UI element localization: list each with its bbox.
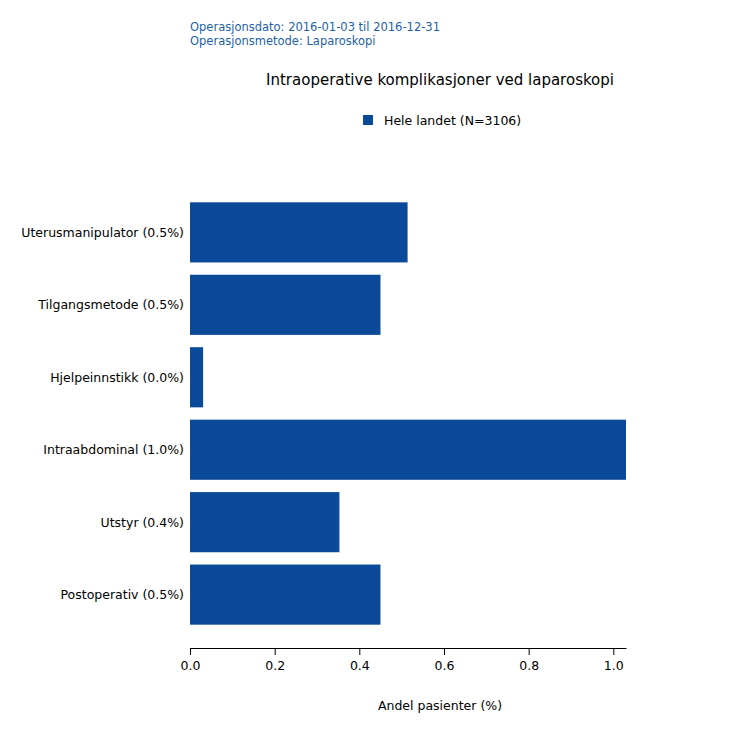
- tick: 0.6: [435, 648, 455, 673]
- category-label: Tilgangsmetode (0.5%): [37, 297, 184, 312]
- chart: Operasjonsdato: 2016-01-03 til 2016-12-3…: [0, 0, 729, 742]
- tick-label: 0.0: [181, 658, 201, 673]
- bar: [190, 275, 380, 335]
- tick: 0.0: [181, 648, 201, 673]
- x-axis-title: Andel pasienter (%): [378, 698, 502, 713]
- legend-swatch: [363, 115, 373, 125]
- tick: 0.8: [519, 648, 539, 673]
- bar: [190, 492, 339, 552]
- tick-mark: [529, 648, 530, 655]
- category-labels: Uterusmanipulator (0.5%) Tilgangsmetode (…: [21, 225, 184, 602]
- category-label: Uterusmanipulator (0.5%): [21, 225, 184, 240]
- bar: [190, 347, 203, 407]
- bar: [190, 420, 626, 480]
- tick-mark: [613, 648, 614, 655]
- category-label: Postoperativ (0.5%): [61, 587, 184, 602]
- axis-line: [191, 648, 627, 649]
- category-label: Intraabdominal (1.0%): [43, 442, 184, 457]
- tick-label: 1.0: [604, 658, 624, 673]
- tick-mark: [190, 648, 191, 655]
- tick-mark: [359, 648, 360, 655]
- tick-label: 0.8: [519, 658, 539, 673]
- tick-mark: [275, 648, 276, 655]
- tick-label: 0.4: [350, 658, 370, 673]
- x-axis: 0.0 0.2 0.4 0.6 0.8 1.0: [181, 648, 627, 673]
- tick: 0.2: [265, 648, 285, 673]
- category-label: Utstyr (0.4%): [101, 515, 184, 530]
- tick: 1.0: [604, 648, 624, 673]
- tick-mark: [444, 648, 445, 655]
- annotation: Operasjonsdato: 2016-01-03 til 2016-12-3…: [190, 20, 440, 34]
- annotation: Operasjonsmetode: Laparoskopi: [190, 34, 376, 48]
- tick-label: 0.6: [435, 658, 455, 673]
- legend: Hele landet (N=3106): [363, 113, 521, 128]
- tick-label: 0.2: [265, 658, 285, 673]
- tick: 0.4: [350, 648, 370, 673]
- bar: [190, 202, 408, 262]
- bars: [190, 202, 626, 624]
- bar: [190, 565, 380, 625]
- category-label: Hjelpeinnstikk (0.0%): [50, 370, 184, 385]
- title: Intraoperative komplikasjoner ved laparo…: [266, 71, 614, 89]
- legend-label: Hele landet (N=3106): [384, 113, 521, 128]
